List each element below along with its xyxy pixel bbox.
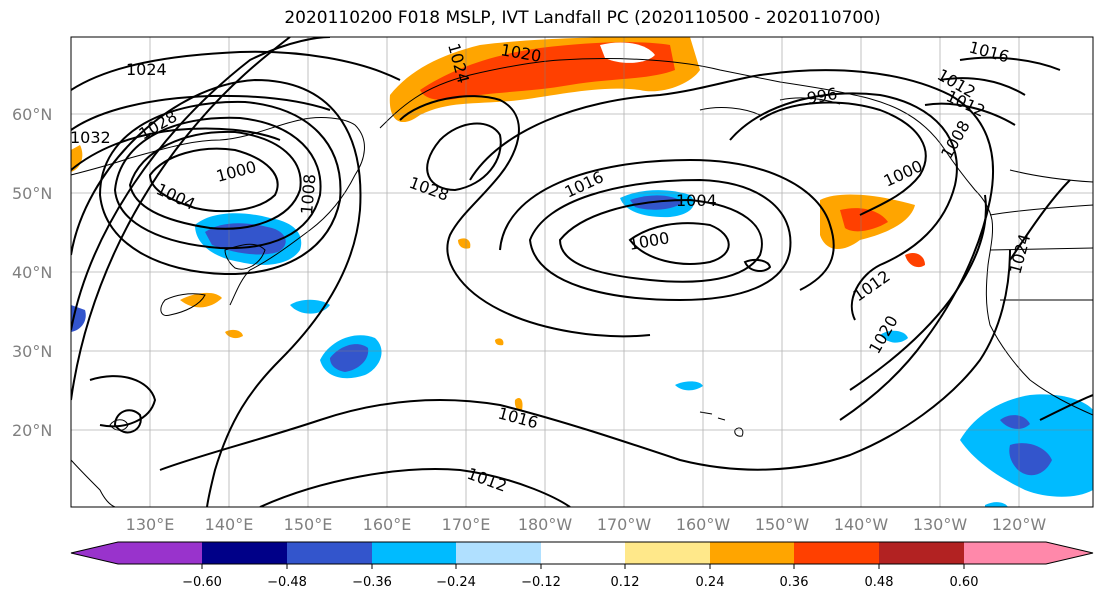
colorbar-segment (625, 542, 710, 564)
lon-tick-label: 160°W (676, 515, 731, 534)
lon-tick-label: 120°W (992, 515, 1047, 534)
colorbar-tick-label: −0.48 (267, 575, 307, 590)
graticule (71, 37, 1093, 507)
isobar-label: 1008 (297, 173, 319, 215)
lon-tick-label: 140°W (834, 515, 889, 534)
lat-tick-label: 20°N (12, 421, 52, 440)
lon-tick-label: 130°E (126, 515, 175, 534)
colorbar-segment (202, 542, 287, 564)
colorbar-tick-label: 0.24 (696, 575, 725, 590)
colorbar-segment (794, 542, 879, 564)
longitude-labels: 130°E 140°E 150°E 160°E 170°E 180°W 170°… (126, 515, 1047, 534)
isobars (71, 37, 1093, 507)
colorbar-tick-label: −0.24 (436, 575, 476, 590)
lat-tick-label: 30°N (12, 342, 52, 361)
lat-tick-label: 60°N (12, 105, 52, 124)
colorbar-segment (1046, 542, 1093, 564)
colorbar-tick-label: −0.12 (521, 575, 561, 590)
lon-tick-label: 130°W (913, 515, 968, 534)
colorbar-tick-label: −0.36 (352, 575, 392, 590)
colorbar-segment (710, 542, 794, 564)
isobar-label: 1004 (676, 191, 717, 210)
colorbar-segment (456, 542, 541, 564)
lon-tick-label: 150°W (755, 515, 810, 534)
lon-tick-label: 160°E (363, 515, 412, 534)
ivt-negative-shading (71, 190, 1093, 507)
colorbar-segment (879, 542, 964, 564)
colorbar-tick-label: 0.60 (950, 575, 979, 590)
map-title: 2020110200 F018 MSLP, IVT Landfall PC (2… (284, 8, 881, 28)
lat-tick-label: 50°N (12, 184, 52, 203)
isobar-label: 1024 (126, 60, 167, 79)
colorbar: −0.60 −0.48 −0.36 −0.24 −0.12 0.12 0.24 … (70, 541, 1094, 590)
lon-tick-label: 150°E (284, 515, 333, 534)
map-content: 1024 1032 1028 1020 1024 1000 1004 1008 … (70, 37, 1093, 507)
colorbar-segment (964, 542, 1046, 564)
colorbar-outline (70, 541, 1094, 565)
lon-tick-label: 140°E (205, 515, 254, 534)
colorbar-tick-label: 0.36 (780, 575, 809, 590)
lon-tick-label: 180°W (518, 515, 573, 534)
lat-tick-label: 40°N (12, 263, 52, 282)
latitude-labels: 60°N 50°N 40°N 30°N 20°N (12, 105, 52, 440)
map-frame (70, 36, 1094, 508)
colorbar-segment (287, 542, 372, 564)
colorbar-tick-label: −0.60 (182, 575, 222, 590)
colorbar-segment (541, 542, 625, 564)
colorbar-segment (71, 542, 118, 564)
colorbar-tick-label: 0.48 (865, 575, 894, 590)
colorbar-segment (118, 542, 202, 564)
colorbar-tick-label: 0.12 (611, 575, 640, 590)
colorbar-segment (372, 542, 456, 564)
lon-tick-label: 170°E (442, 515, 491, 534)
lon-tick-label: 170°W (597, 515, 652, 534)
isobar-label: 1032 (70, 128, 111, 147)
